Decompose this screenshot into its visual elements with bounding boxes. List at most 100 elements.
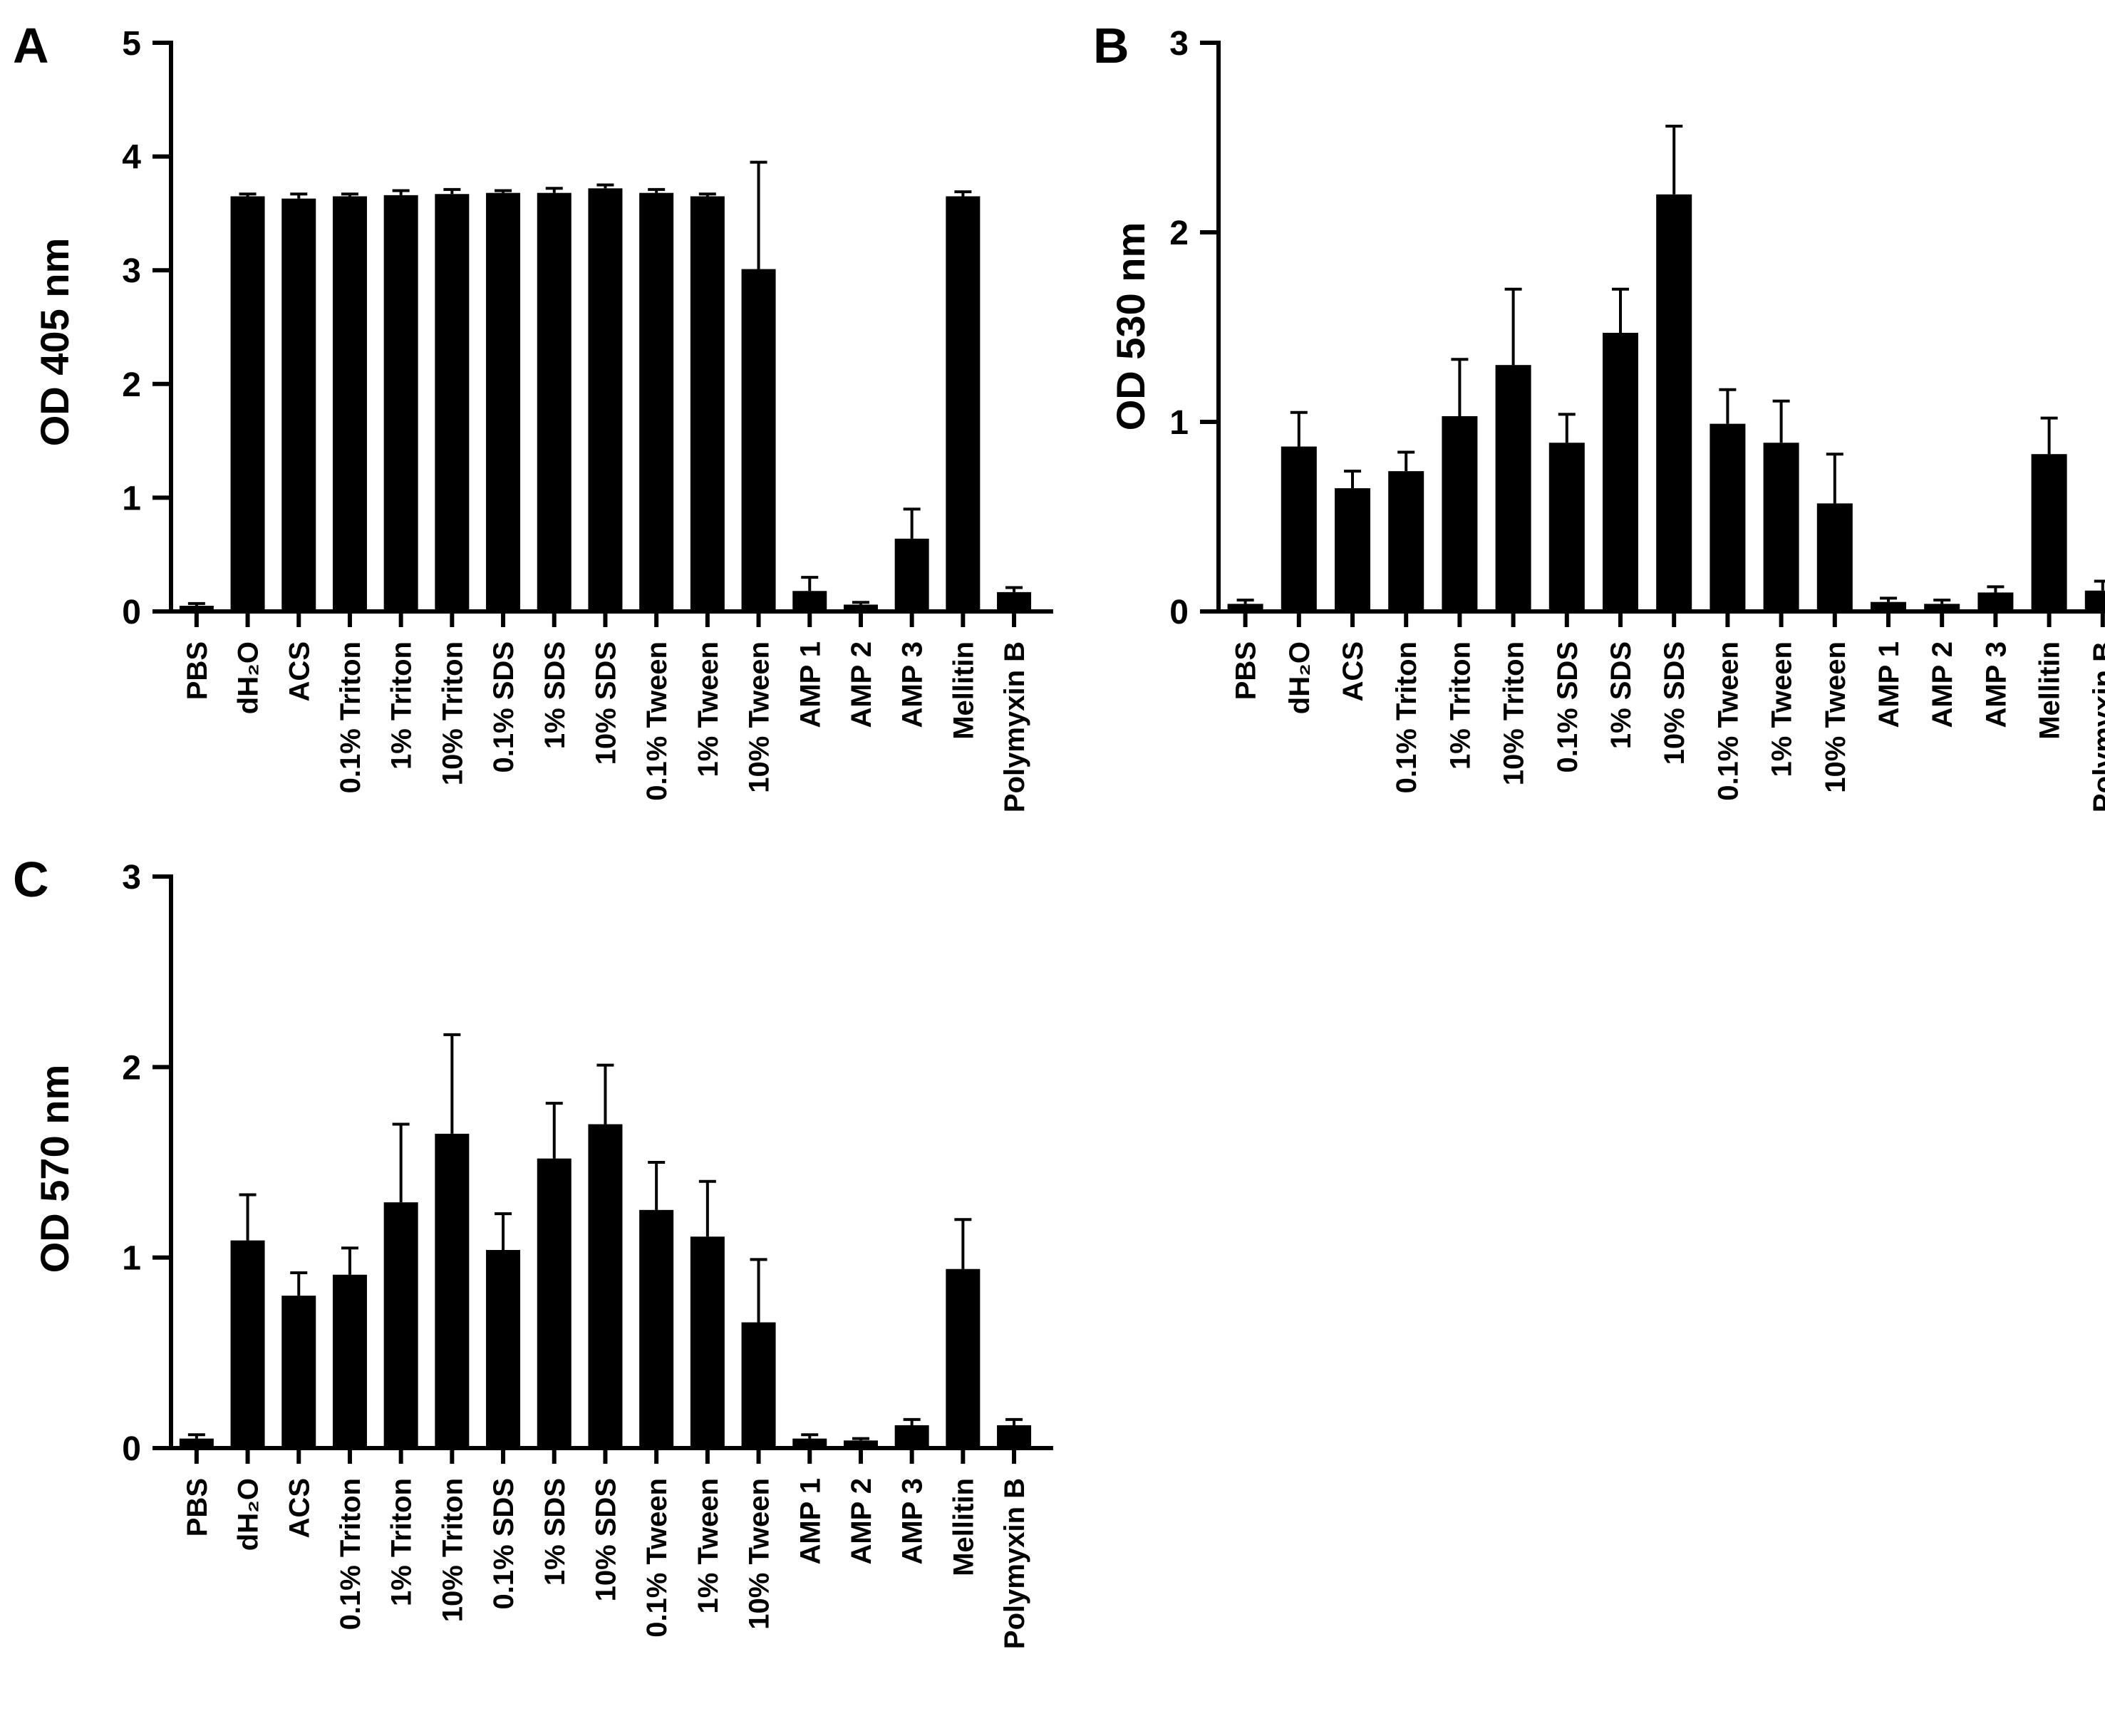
panel-a-category-label: Mellitin	[948, 641, 979, 740]
panel-c-bar	[741, 1322, 776, 1448]
panel-b-category-label: ACS	[1338, 641, 1369, 701]
panel-a-category-label: AMP 3	[897, 641, 929, 728]
panel-a-bar	[588, 188, 623, 612]
panel-b-category-label: AMP 2	[1927, 641, 1958, 728]
panel-c-category-label: Polymyxin B	[999, 1478, 1030, 1649]
panel-b-bar	[1924, 604, 1960, 611]
panel-a-category-label: 10% SDS	[590, 641, 621, 765]
panel-b-y-tick-label: 2	[1169, 215, 1189, 252]
panel-c-bar	[230, 1240, 265, 1448]
panel-b-bar	[1656, 194, 1692, 611]
panel-a-bar	[792, 591, 827, 611]
panel-b-category-label: 10% Tween	[1820, 641, 1851, 793]
panel-b-bar	[1816, 503, 1853, 611]
panel-a-y-axis-title: OD 405 nm	[32, 238, 77, 447]
panel-b-bar	[1603, 332, 1638, 611]
panel-b-bar	[1977, 592, 2014, 611]
panel-c-bar	[588, 1124, 623, 1448]
panel-a-bar	[843, 604, 878, 611]
panel-c-bar	[281, 1296, 316, 1448]
panel-c-bar	[894, 1425, 929, 1448]
panel-c-category-label: dH₂O	[233, 1478, 264, 1551]
panel-a: A OD 405 nm 0 1 2 3 4 5 PBS dH₂O ACS 0.1% Triton 1…	[13, 18, 1053, 812]
panel-b-bar	[1548, 443, 1585, 611]
panel-c-bar	[690, 1236, 725, 1448]
panel-c-category-label: 10% Triton	[437, 1478, 468, 1622]
panel-b-bar	[1227, 604, 1263, 611]
panel-b-bar	[1388, 471, 1424, 611]
panel-a-category-label: 1% Tween	[693, 641, 724, 777]
panel-b-category-label: 10% Triton	[1499, 641, 1530, 785]
panel-c-y-tick-label: 0	[122, 1430, 141, 1468]
panel-c-category-label: 0.1% Triton	[335, 1478, 366, 1630]
panel-c-y-tick-label: 2	[122, 1049, 141, 1087]
panel-c-category-label: PBS	[182, 1478, 213, 1536]
panel-c-bar	[639, 1209, 674, 1448]
panel-b-bar	[1710, 423, 1746, 611]
panel-c-bar	[486, 1249, 521, 1448]
panel-c-y-tick-label: 1	[122, 1240, 141, 1278]
panel-a-category-label: Polymyxin B	[999, 641, 1030, 812]
panel-a-bar	[383, 195, 418, 611]
panel-c-category-label: 1% Triton	[386, 1478, 418, 1606]
panel-c-category-label: Mellitin	[948, 1478, 979, 1576]
panel-a-bar	[281, 198, 316, 612]
panel-a-category-label: 10% Tween	[744, 641, 775, 793]
panel-a-category-label: AMP 1	[795, 641, 826, 728]
panel-b-category-label: 1% Triton	[1444, 641, 1476, 770]
panel-b-bar	[1763, 443, 1799, 611]
panel-c-bar	[997, 1425, 1032, 1448]
panel-c-letter: C	[13, 852, 49, 907]
panel-b-bar	[1871, 601, 1906, 611]
panel-c-category-label: AMP 2	[846, 1478, 877, 1565]
panel-b-category-label: AMP 3	[1980, 641, 2012, 728]
panel-a-category-label: 0.1% Triton	[335, 641, 366, 793]
panel-a-category-label: dH₂O	[233, 641, 264, 714]
panel-a-bar	[435, 194, 470, 611]
panel-b-bar	[2084, 590, 2105, 611]
panel-c-bar	[435, 1133, 470, 1448]
panel-b-bar	[1495, 365, 1531, 611]
panel-a-category-label: 0.1% SDS	[488, 641, 519, 773]
panel-b-bar	[1335, 488, 1370, 611]
panel-a-letter: A	[13, 18, 49, 73]
panel-b-bar	[1281, 446, 1317, 611]
panel-c-category-label: 10% Tween	[744, 1478, 775, 1630]
panel-c-bar	[179, 1438, 214, 1448]
panel-c-category-label: AMP 3	[897, 1478, 929, 1565]
panel-b-category-label: AMP 1	[1873, 641, 1905, 728]
panel-c-bar	[383, 1202, 418, 1448]
panel-a-bar	[332, 196, 367, 612]
panel-b-category-label: 0.1% Tween	[1712, 641, 1744, 801]
panel-c-y-axis-title: OD 570 nm	[32, 1065, 77, 1273]
panel-c-bar	[537, 1158, 571, 1448]
panel-b-category-label: 1% SDS	[1605, 641, 1637, 749]
panel-a-y-tick-label: 4	[122, 139, 141, 177]
panel-c-category-label: 1% SDS	[539, 1478, 571, 1586]
panel-a-y-tick-label: 2	[122, 366, 141, 404]
panel-a-category-label: 0.1% Tween	[641, 641, 673, 801]
panel-c-category-label: AMP 1	[795, 1478, 826, 1565]
panel-a-category-label: 10% Triton	[437, 641, 468, 785]
panel-a-y-tick-label: 5	[122, 25, 141, 63]
panel-b-category-label: Mellitin	[2034, 641, 2066, 740]
panel-c-bar	[332, 1274, 367, 1448]
panel-a-bar	[690, 196, 725, 612]
panel-c-category-label: 10% SDS	[590, 1478, 621, 1601]
panel-c: C OD 570 nm 0 1 2 3 PBS dH₂O ACS 0.1% Triton 1% …	[13, 852, 1053, 1649]
panel-b-bar	[1442, 416, 1478, 611]
panel-b-category-label: 1% Tween	[1767, 641, 1798, 777]
panel-a-category-label: PBS	[182, 641, 213, 700]
panel-a-bar	[230, 196, 265, 612]
panel-a-category-label: 1% Triton	[386, 641, 418, 770]
panel-a-category-label: 1% SDS	[539, 641, 571, 749]
panel-a-category-label: ACS	[284, 641, 315, 701]
panel-b-y-tick-label: 3	[1169, 25, 1189, 63]
panel-a-bar	[741, 269, 776, 611]
panel-b-category-label: 10% SDS	[1659, 641, 1690, 765]
panel-b-letter: B	[1093, 18, 1129, 73]
panel-c-bar	[792, 1438, 827, 1448]
panel-b-category-label: 0.1% SDS	[1552, 641, 1583, 773]
panel-c-y-tick-label: 3	[122, 859, 141, 897]
